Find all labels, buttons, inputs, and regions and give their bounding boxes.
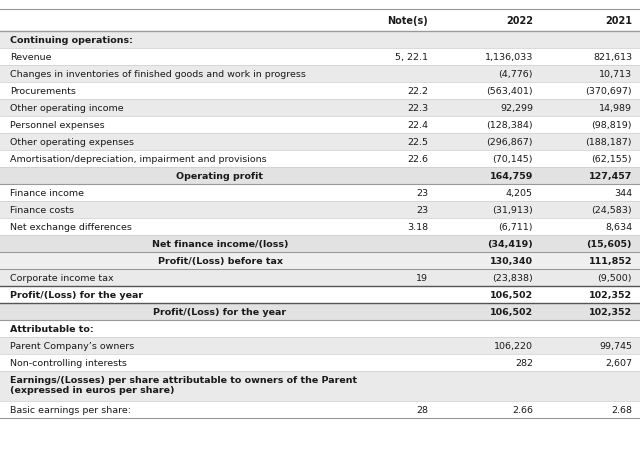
Text: Net finance income/(loss): Net finance income/(loss) <box>152 240 288 248</box>
Text: (15,605): (15,605) <box>586 240 632 248</box>
Text: Non-controlling interests: Non-controlling interests <box>10 358 127 367</box>
Bar <box>0 354 640 371</box>
Bar <box>0 83 640 100</box>
Text: (563,401): (563,401) <box>486 87 533 96</box>
Text: 127,457: 127,457 <box>589 172 632 180</box>
Text: 10,713: 10,713 <box>599 70 632 79</box>
Text: Revenue: Revenue <box>10 53 51 62</box>
Text: 92,299: 92,299 <box>500 104 533 113</box>
Bar <box>0 337 640 354</box>
Text: (24,583): (24,583) <box>591 206 632 214</box>
Text: (188,187): (188,187) <box>586 138 632 147</box>
Text: Basic earnings per share:: Basic earnings per share: <box>10 405 131 414</box>
Text: (370,697): (370,697) <box>586 87 632 96</box>
Text: 23: 23 <box>416 206 428 214</box>
Text: Procurements: Procurements <box>10 87 76 96</box>
Text: Changes in inventories of finished goods and work in progress: Changes in inventories of finished goods… <box>10 70 306 79</box>
Bar <box>0 32 640 49</box>
Text: 102,352: 102,352 <box>589 308 632 316</box>
Bar <box>0 168 640 185</box>
Text: 106,220: 106,220 <box>494 341 533 350</box>
Text: 2.68: 2.68 <box>611 405 632 414</box>
Text: 130,340: 130,340 <box>490 257 533 265</box>
Text: 14,989: 14,989 <box>599 104 632 113</box>
Text: 102,352: 102,352 <box>589 291 632 299</box>
Text: 2,607: 2,607 <box>605 358 632 367</box>
Text: 5, 22.1: 5, 22.1 <box>395 53 428 62</box>
Bar <box>0 202 640 218</box>
Bar <box>0 151 640 168</box>
Text: Other operating income: Other operating income <box>10 104 124 113</box>
Text: 164,759: 164,759 <box>490 172 533 180</box>
Text: 19: 19 <box>416 274 428 282</box>
Text: Earnings/(Losses) per share attributable to owners of the Parent
(expressed in e: Earnings/(Losses) per share attributable… <box>10 375 357 395</box>
Bar <box>0 66 640 83</box>
Text: 4,205: 4,205 <box>506 189 533 197</box>
Text: 3.18: 3.18 <box>407 223 428 231</box>
Text: 106,502: 106,502 <box>490 308 533 316</box>
Text: Operating profit: Operating profit <box>177 172 264 180</box>
Bar <box>0 320 640 337</box>
Text: (31,913): (31,913) <box>492 206 533 214</box>
Text: Profit/(Loss) for the year: Profit/(Loss) for the year <box>10 291 143 299</box>
Text: Finance income: Finance income <box>10 189 84 197</box>
Text: (98,819): (98,819) <box>591 121 632 130</box>
Text: 2.66: 2.66 <box>512 405 533 414</box>
Bar <box>0 134 640 151</box>
Text: (9,500): (9,500) <box>598 274 632 282</box>
Bar <box>0 286 640 303</box>
Text: Net exchange differences: Net exchange differences <box>10 223 132 231</box>
Bar <box>0 371 640 401</box>
Text: (34,419): (34,419) <box>487 240 533 248</box>
Text: 2021: 2021 <box>605 16 632 26</box>
Text: 282: 282 <box>515 358 533 367</box>
Text: 22.4: 22.4 <box>407 121 428 130</box>
Text: 821,613: 821,613 <box>593 53 632 62</box>
Bar <box>0 235 640 252</box>
Text: 111,852: 111,852 <box>589 257 632 265</box>
Bar <box>0 252 640 269</box>
Text: 22.3: 22.3 <box>407 104 428 113</box>
Text: Amortisation/depreciation, impairment and provisions: Amortisation/depreciation, impairment an… <box>10 155 267 164</box>
Text: (70,145): (70,145) <box>493 155 533 164</box>
Text: 28: 28 <box>416 405 428 414</box>
Text: 99,745: 99,745 <box>599 341 632 350</box>
Bar <box>0 269 640 286</box>
Text: Parent Company’s owners: Parent Company’s owners <box>10 341 134 350</box>
Text: Other operating expenses: Other operating expenses <box>10 138 134 147</box>
Text: Finance costs: Finance costs <box>10 206 74 214</box>
Text: Profit/(Loss) before tax: Profit/(Loss) before tax <box>157 257 282 265</box>
Text: 1,136,033: 1,136,033 <box>484 53 533 62</box>
Text: Note(s): Note(s) <box>387 16 428 26</box>
Text: (128,384): (128,384) <box>486 121 533 130</box>
Text: 22.2: 22.2 <box>407 87 428 96</box>
Text: Profit/(Loss) for the year: Profit/(Loss) for the year <box>154 308 287 316</box>
Text: Continuing operations:: Continuing operations: <box>10 36 133 45</box>
Bar <box>0 117 640 134</box>
Text: 8,634: 8,634 <box>605 223 632 231</box>
Text: 344: 344 <box>614 189 632 197</box>
Text: 22.6: 22.6 <box>407 155 428 164</box>
Text: Personnel expenses: Personnel expenses <box>10 121 104 130</box>
Text: (4,776): (4,776) <box>499 70 533 79</box>
Text: 23: 23 <box>416 189 428 197</box>
Text: (62,155): (62,155) <box>591 155 632 164</box>
Bar <box>0 185 640 202</box>
Text: (296,867): (296,867) <box>486 138 533 147</box>
Text: (6,711): (6,711) <box>499 223 533 231</box>
Text: 22.5: 22.5 <box>407 138 428 147</box>
Bar <box>0 303 640 320</box>
Text: (23,838): (23,838) <box>492 274 533 282</box>
Text: Corporate income tax: Corporate income tax <box>10 274 114 282</box>
Bar <box>0 49 640 66</box>
Text: 2022: 2022 <box>506 16 533 26</box>
Bar <box>0 218 640 235</box>
Text: 106,502: 106,502 <box>490 291 533 299</box>
Text: Attributable to:: Attributable to: <box>10 325 93 333</box>
Bar <box>0 100 640 117</box>
Bar <box>0 401 640 418</box>
